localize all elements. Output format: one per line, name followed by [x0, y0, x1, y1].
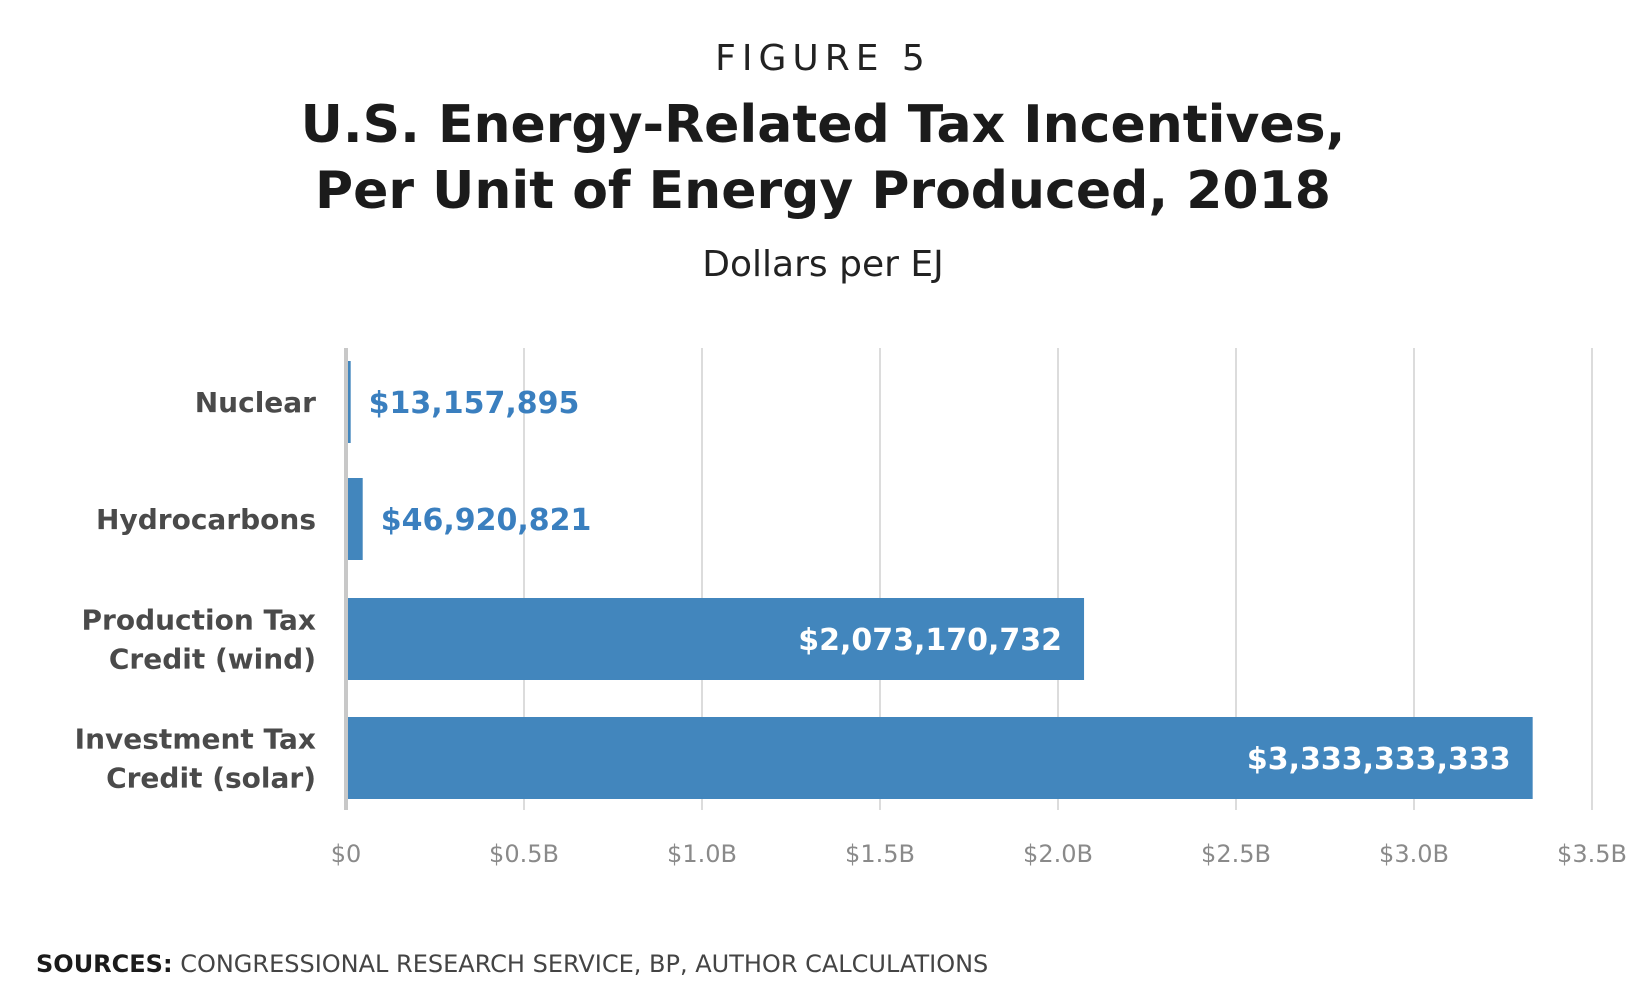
sources-note: SOURCES: CONGRESSIONAL RESEARCH SERVICE,… [36, 950, 988, 978]
x-tick-label: $1.0B [667, 840, 737, 868]
chart-title-line-1: U.S. Energy-Related Tax Incentives, [300, 95, 1346, 155]
x-tick-label: $0.5B [489, 840, 559, 868]
data-label: $3,333,333,333 [1247, 742, 1511, 777]
category-label: Investment Tax [75, 723, 316, 756]
data-label: $13,157,895 [369, 386, 580, 421]
x-tick-label: $0 [331, 840, 362, 868]
figure-label: FIGURE 5 [715, 38, 931, 79]
chart-title-line-2: Per Unit of Energy Produced, 2018 [315, 161, 1331, 221]
data-label: $2,073,170,732 [798, 623, 1062, 658]
chart-title: U.S. Energy-Related Tax Incentives, Per … [0, 92, 1646, 224]
category-label: Nuclear [195, 386, 316, 419]
x-tick-label: $3.5B [1557, 840, 1627, 868]
category-label: Production Tax [82, 604, 317, 637]
sources-label: SOURCES: [36, 950, 173, 978]
x-tick-label: $2.5B [1201, 840, 1271, 868]
x-tick-label: $1.5B [845, 840, 915, 868]
x-tick-label: $2.0B [1023, 840, 1093, 868]
category-label: Credit (wind) [109, 643, 316, 676]
category-label: Credit (solar) [106, 762, 316, 795]
bar [346, 361, 351, 443]
category-label: Hydrocarbons [96, 503, 316, 536]
x-tick-label: $3.0B [1379, 840, 1449, 868]
sources-text: CONGRESSIONAL RESEARCH SERVICE, BP, AUTH… [180, 950, 989, 978]
bar [346, 598, 1085, 680]
data-label: $46,920,821 [381, 503, 592, 538]
bar [346, 717, 1533, 799]
chart-subtitle: Dollars per EJ [702, 244, 944, 285]
bar [346, 478, 363, 560]
